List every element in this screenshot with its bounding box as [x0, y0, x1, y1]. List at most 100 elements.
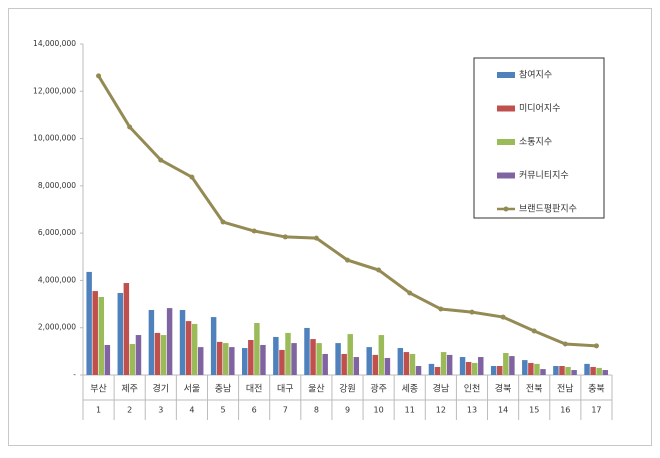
bar: [540, 369, 546, 375]
bar: [590, 366, 596, 375]
x-rank-label: 12: [436, 406, 446, 415]
bar: [229, 347, 235, 375]
bar: [210, 317, 217, 375]
bar: [409, 353, 416, 375]
x-tick-label: 부산: [90, 384, 107, 395]
bar: [465, 361, 472, 375]
bar: [160, 335, 167, 375]
line-marker: [500, 314, 506, 320]
y-tick-label: 12,000,000: [33, 86, 76, 95]
x-rank-label: 1: [96, 406, 101, 415]
x-rank-label: 4: [189, 406, 194, 415]
x-rank-label: 16: [560, 406, 570, 415]
bar: [104, 344, 111, 375]
bar: [260, 344, 266, 375]
bar: [341, 353, 347, 375]
x-rank-label: 11: [405, 406, 415, 415]
bar: [571, 370, 577, 375]
bar: [242, 348, 248, 375]
x-rank-label: 9: [345, 406, 350, 415]
bar: [522, 360, 528, 375]
bar: [459, 357, 466, 375]
line-marker: [531, 328, 537, 334]
bar: [565, 366, 571, 375]
bar: [273, 336, 279, 375]
bar: [415, 366, 422, 375]
bar: [98, 296, 105, 375]
x-tick-label: 전남: [557, 384, 574, 395]
x-rank-label: 2: [127, 406, 132, 415]
x-tick-label: 제주: [121, 384, 138, 395]
line-marker: [96, 73, 102, 79]
x-tick-label: 충북: [588, 384, 605, 395]
bar: [553, 366, 559, 375]
bar: [310, 339, 316, 375]
x-tick-label: 강원: [339, 384, 356, 395]
y-tick-label: 10,000,000: [33, 134, 76, 143]
line-marker: [593, 343, 599, 349]
bar: [154, 332, 161, 375]
bar: [223, 343, 229, 375]
bar: [428, 363, 435, 375]
x-tick-label: 세종: [401, 384, 418, 395]
bar: [440, 352, 447, 375]
bar: [335, 343, 341, 375]
bar: [291, 343, 297, 375]
bar: [596, 367, 602, 375]
line-marker: [158, 157, 164, 163]
line-marker: [345, 257, 350, 263]
bar: [509, 356, 515, 375]
bar: [86, 271, 92, 375]
line-marker: [407, 290, 413, 296]
x-rank-label: 15: [529, 406, 539, 415]
bar: [254, 322, 260, 375]
bar: [179, 309, 186, 375]
line-marker: [376, 267, 382, 273]
legend-label: 브랜드평판지수: [519, 204, 577, 215]
legend-box: [473, 57, 605, 219]
x-tick-label: 경북: [495, 383, 512, 395]
legend-swatch: [497, 105, 515, 112]
x-rank-label: 6: [252, 406, 257, 415]
legend-swatch: [497, 139, 515, 145]
bar: [129, 344, 136, 375]
line-marker: [220, 219, 226, 225]
bar: [216, 341, 223, 375]
x-tick-label: 충남: [215, 384, 232, 395]
bar: [534, 363, 540, 375]
bar: [135, 335, 142, 375]
bar: [197, 347, 204, 375]
bar: [602, 370, 608, 375]
bar: [316, 343, 322, 375]
bar: [123, 283, 130, 375]
x-rank-label: 13: [467, 406, 477, 415]
bar: [285, 332, 291, 375]
line-marker: [189, 174, 195, 180]
y-tick-label: 6,000,000: [38, 228, 76, 237]
bar: [471, 362, 478, 375]
bar: [584, 363, 590, 375]
line-marker: [313, 235, 319, 241]
bar: [528, 362, 534, 375]
legend-label: 미디어지수: [519, 103, 560, 114]
bar: [166, 308, 173, 375]
bar: [304, 327, 310, 375]
line-marker: [251, 228, 257, 234]
bar: [191, 323, 198, 375]
bar: [279, 349, 285, 375]
bar: [117, 292, 124, 375]
legend-label: 소통지수: [519, 137, 552, 148]
x-tick-label: 경남: [433, 383, 450, 395]
x-tick-label: 전북: [526, 384, 543, 395]
line-marker: [438, 306, 444, 312]
x-tick-label: 인천: [464, 384, 481, 395]
y-tick-label: -: [73, 370, 76, 379]
bar: [353, 357, 360, 375]
line-marker: [282, 234, 288, 240]
bar: [248, 340, 254, 375]
y-tick-label: 8,000,000: [38, 181, 76, 190]
bar: [366, 347, 372, 375]
bar: [403, 352, 410, 375]
x-tick-label: 경기: [153, 383, 170, 395]
